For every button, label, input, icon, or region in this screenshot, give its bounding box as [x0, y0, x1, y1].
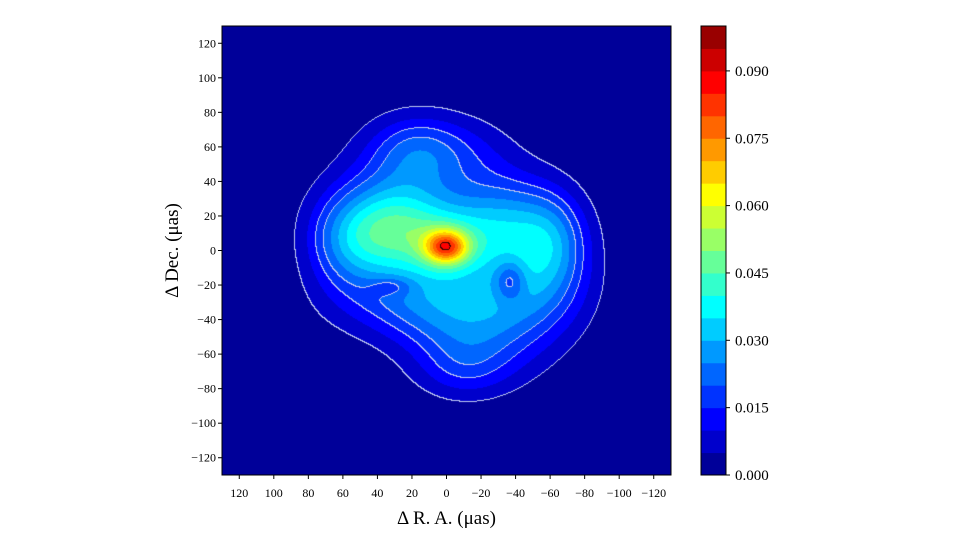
- y-tick-label: −20: [197, 278, 216, 292]
- x-tick-label: 60: [337, 486, 349, 500]
- x-axis-ticks: 120 100 80 60 40 20 0 −20 −40 −60 −80 −100 −120: [230, 475, 666, 500]
- colorbar-band: [701, 317, 726, 341]
- colorbar-tick-label: 0.075: [735, 131, 769, 147]
- y-tick-label: 40: [204, 174, 216, 188]
- plot-area: [221, 25, 672, 476]
- x-tick-label: −120: [641, 486, 666, 500]
- y-tick-label: −80: [197, 382, 216, 396]
- colorbar-band: [701, 430, 726, 454]
- colorbar-ticks: 0.000 0.015 0.030 0.045 0.060 0.075 0.090: [726, 64, 769, 484]
- y-tick-label: −120: [191, 451, 216, 465]
- colorbar-band: [701, 183, 726, 207]
- colorbar-tick-label: 0.015: [735, 401, 769, 417]
- x-tick-label: 40: [371, 486, 383, 500]
- x-tick-label: −20: [472, 486, 491, 500]
- colorbar-band: [701, 340, 726, 364]
- x-tick-label: 120: [230, 486, 248, 500]
- y-tick-label: 0: [210, 244, 216, 258]
- y-tick-label: −100: [191, 416, 216, 430]
- colorbar-tick-label: 0.090: [735, 64, 769, 80]
- contour-field-image: [222, 26, 671, 475]
- colorbar-tick-label: 0.060: [735, 199, 769, 215]
- colorbar-band: [701, 362, 726, 386]
- x-tick-label: 80: [302, 486, 314, 500]
- colorbar-band: [701, 407, 726, 431]
- y-tick-label: 60: [204, 140, 216, 154]
- x-tick-label: −100: [607, 486, 632, 500]
- colorbar-band: [701, 385, 726, 409]
- colorbar-band: [701, 70, 726, 94]
- y-tick-label: 80: [204, 105, 216, 119]
- colorbar-band: [701, 138, 726, 162]
- colorbar-tick-label: 0.000: [735, 468, 769, 484]
- x-tick-label: 0: [444, 486, 450, 500]
- x-tick-label: 20: [406, 486, 418, 500]
- y-axis-title: Δ Dec. (μas): [162, 203, 183, 298]
- y-tick-label: −60: [197, 347, 216, 361]
- colorbar-band: [701, 93, 726, 117]
- colorbar-band: [701, 26, 726, 49]
- y-tick-label: 120: [198, 36, 216, 50]
- x-tick-label: 100: [265, 486, 283, 500]
- y-tick-label: −40: [197, 313, 216, 327]
- x-tick-label: −60: [541, 486, 560, 500]
- x-tick-label: −80: [575, 486, 594, 500]
- colorbar-band: [701, 205, 726, 229]
- colorbar-band: [701, 160, 726, 184]
- colorbar-band: [701, 48, 726, 72]
- colorbar-band: [701, 452, 726, 476]
- colorbar-band: [701, 228, 726, 251]
- colorbar-band: [701, 295, 726, 319]
- x-axis-title: Δ R. A. (μas): [397, 508, 496, 529]
- x-tick-label: −40: [506, 486, 525, 500]
- y-axis-ticks: 120 100 80 60 40 20 0 −20 −40 −60 −80 −100 −120: [191, 36, 222, 465]
- colorbar-band: [701, 115, 726, 139]
- colorbar-frame: [700, 25, 727, 476]
- colorbar-band: [701, 250, 726, 274]
- y-tick-label: 100: [198, 71, 216, 85]
- colorbar-bands: [701, 26, 726, 476]
- colorbar: 0.000 0.015 0.030 0.045 0.060 0.075 0.090: [700, 25, 769, 484]
- colorbar-tick-label: 0.045: [735, 266, 769, 282]
- contour-layer: [222, 26, 671, 475]
- y-tick-label: 20: [204, 209, 216, 223]
- colorbar-tick-label: 0.030: [735, 333, 769, 349]
- colorbar-band: [701, 272, 726, 296]
